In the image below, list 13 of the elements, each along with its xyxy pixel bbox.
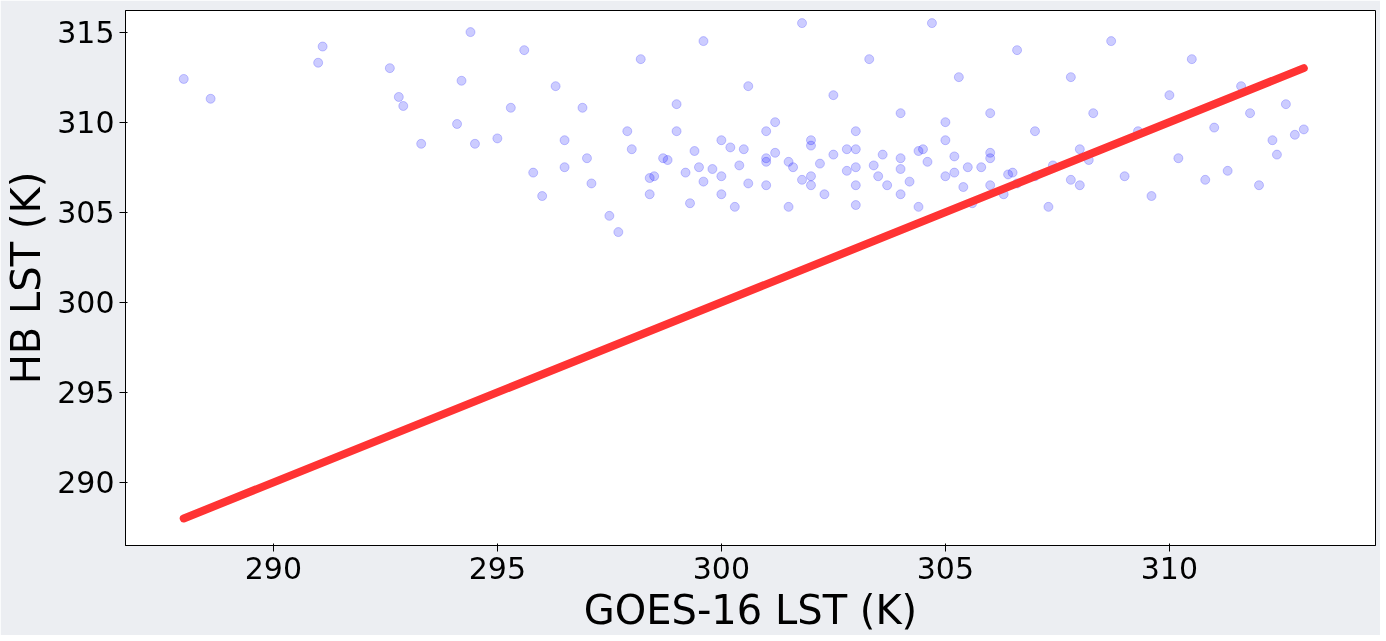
x-tick-label: 295	[468, 550, 526, 586]
y-tick-label: 315	[57, 15, 115, 51]
y-tick-label: 305	[57, 195, 115, 231]
x-tick-label: 310	[1140, 550, 1199, 586]
y-tick-label: 290	[57, 465, 115, 501]
x-tick-label: 300	[692, 550, 751, 586]
y-tick-label: 300	[57, 285, 115, 321]
y-tick-label: 310	[57, 105, 115, 141]
x-tick-label: 290	[244, 550, 302, 586]
x-tick-label: 305	[916, 550, 975, 586]
x-axis-title: GOES-16 LST (K)	[583, 586, 918, 633]
y-axis-title: HB LST (K)	[3, 171, 50, 385]
y-tick-label: 295	[57, 375, 115, 411]
